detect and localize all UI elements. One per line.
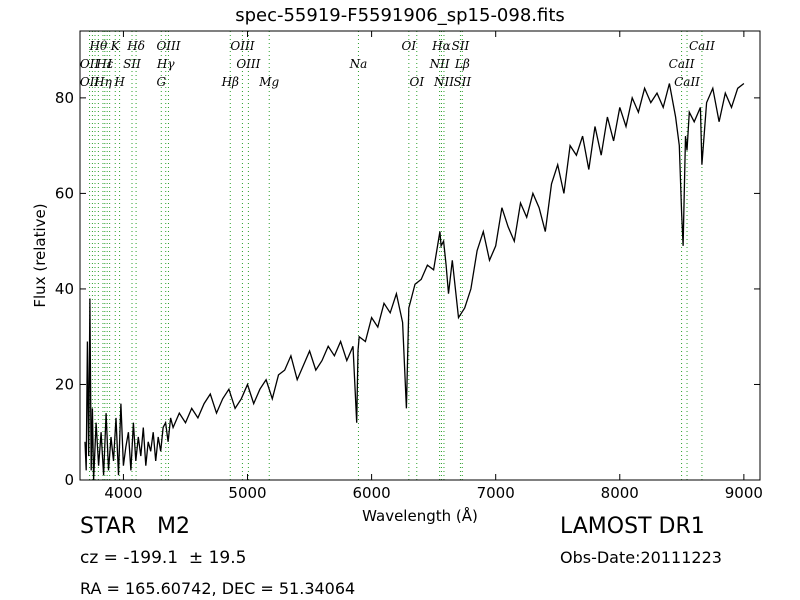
line-marker-label: OI xyxy=(409,75,424,89)
x-axis-label: Wavelength (Å) xyxy=(362,506,478,525)
line-marker-label: Hβ xyxy=(221,75,239,89)
line-marker-label: G xyxy=(156,75,166,89)
line-marker-label: OII xyxy=(80,75,100,89)
x-ticks: 4000 5000 6000 7000 8000 9000 xyxy=(104,31,763,502)
ra-dec: RA = 165.60742, DEC = 51.34064 xyxy=(80,579,356,598)
chart-title: spec-55919-F5591906_sp15-098.fits xyxy=(235,5,565,26)
x-tick-label: 7000 xyxy=(477,484,515,502)
line-marker-label: NII xyxy=(433,75,454,89)
x-tick-label: 5000 xyxy=(228,484,266,502)
obs-date: Obs-Date:20111223 xyxy=(560,548,722,567)
line-marker-label: SII xyxy=(453,75,471,89)
line-marker-label: CaII xyxy=(674,75,700,89)
line-marker-label: K xyxy=(110,39,121,53)
line-marker-label: Lβ xyxy=(454,57,470,71)
line-marker-label: OIII xyxy=(230,39,254,53)
y-ticks: 0 20 40 60 80 xyxy=(55,89,760,489)
plot-frame xyxy=(79,30,761,481)
line-marker-label: OIII xyxy=(236,57,260,71)
line-marker-label: OI xyxy=(402,39,417,53)
line-marker-label: NII xyxy=(429,57,450,71)
line-marker-label: CaII xyxy=(669,57,695,71)
line-markers xyxy=(89,31,703,480)
line-marker-label: OII xyxy=(80,57,100,71)
line-marker-label: Hδ xyxy=(126,39,145,53)
y-axis-label: Flux (relative) xyxy=(31,203,49,307)
line-marker-label: Hθ xyxy=(89,39,108,53)
line-marker-label: Mg xyxy=(258,75,279,89)
line-marker-label: Hε xyxy=(95,57,113,71)
line-marker-label: H xyxy=(113,75,125,89)
line-marker-label: OIII xyxy=(156,39,180,53)
line-marker-label: Hγ xyxy=(156,57,175,71)
x-tick-label: 8000 xyxy=(601,484,639,502)
x-tick-label: 6000 xyxy=(353,484,391,502)
line-marker-label: I xyxy=(106,57,112,71)
spectrum-line xyxy=(84,82,745,481)
x-tick-label: 4000 xyxy=(104,484,142,502)
line-marker-label: Hη xyxy=(93,75,112,89)
line-marker-label: SII xyxy=(452,39,470,53)
line-labels: Hθ OII OII K Hε Hη Hδ I SII H OIII Hγ G OIII OIII Hβ Mg N… xyxy=(80,39,715,89)
line-marker-label: CaII xyxy=(689,39,715,53)
line-marker-label: Hα xyxy=(431,39,451,53)
x-tick-label: 9000 xyxy=(725,484,763,502)
y-tick-label: 60 xyxy=(55,184,74,202)
y-tick-label: 80 xyxy=(55,89,74,107)
object-class: STAR M2 xyxy=(80,514,190,539)
y-tick-label: 40 xyxy=(55,280,74,298)
survey-name: LAMOST DR1 xyxy=(560,514,705,539)
y-tick-label: 20 xyxy=(55,375,74,393)
line-marker-label: Na xyxy=(349,57,368,71)
y-tick-label: 0 xyxy=(64,471,74,489)
line-marker-label: SII xyxy=(123,57,141,71)
redshift-cz: cz = -199.1 ± 19.5 xyxy=(80,548,247,568)
